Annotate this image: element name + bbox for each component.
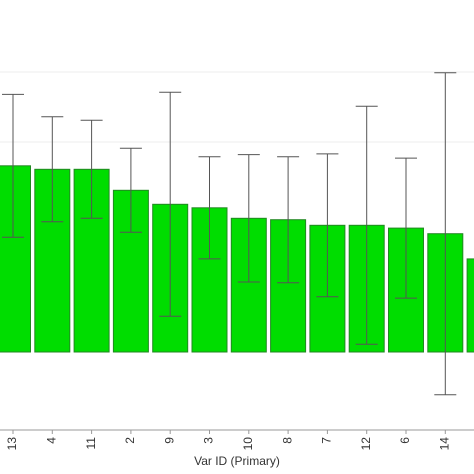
x-tick-label: 7 <box>320 437 334 444</box>
x-tick-label: 6 <box>398 437 412 444</box>
x-tick-label: 9 <box>162 437 176 444</box>
x-tick-label: 12 <box>359 437 373 451</box>
plot-area <box>0 0 474 430</box>
x-tick-label: 14 <box>437 437 451 451</box>
x-tick-label: 13 <box>5 437 19 451</box>
x-tick-label: 3 <box>202 437 216 444</box>
x-tick-label: 4 <box>44 437 58 444</box>
x-tick-label: 10 <box>241 437 255 451</box>
x-tick-label: 2 <box>123 437 137 444</box>
bar <box>0 165 31 353</box>
x-axis-title: Var ID (Primary) <box>194 454 280 468</box>
x-tick-label: 8 <box>280 437 294 444</box>
bar <box>466 258 474 353</box>
x-tick-label: 11 <box>84 437 98 450</box>
